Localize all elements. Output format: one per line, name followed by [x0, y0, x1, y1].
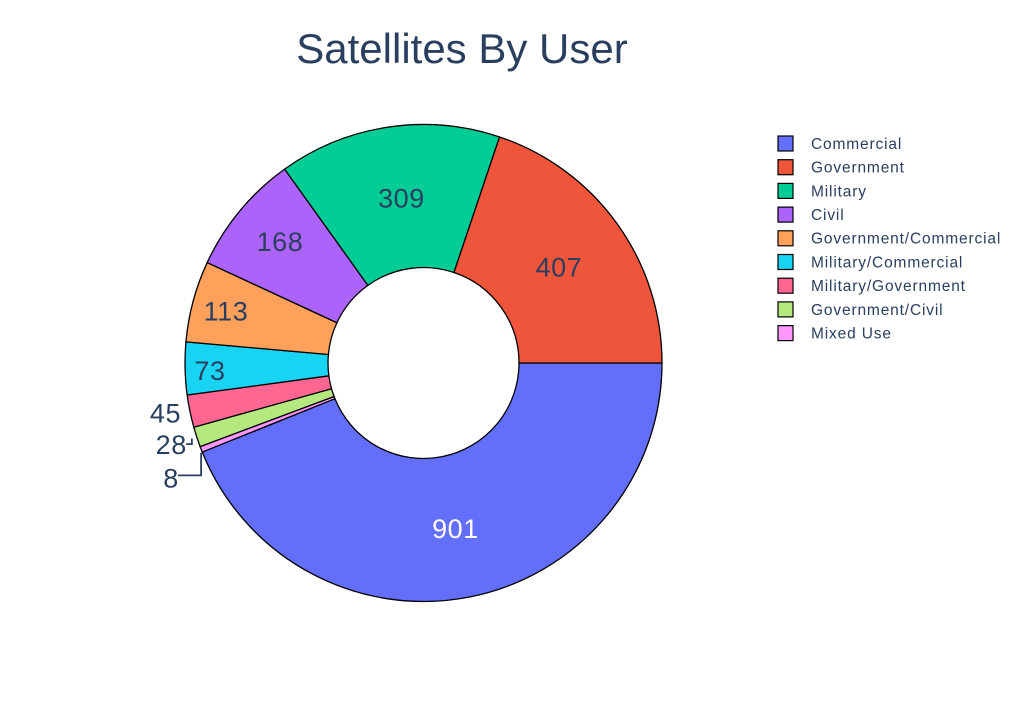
- svg-text:Government/Civil: Government/Civil: [811, 302, 943, 319]
- svg-text:Civil: Civil: [811, 207, 845, 224]
- svg-text:Mixed Use: Mixed Use: [811, 326, 892, 343]
- svg-text:Satellites By User: Satellites By User: [296, 25, 627, 72]
- svg-text:45: 45: [150, 398, 181, 428]
- svg-text:Military/Government: Military/Government: [811, 278, 966, 295]
- svg-text:73: 73: [194, 356, 225, 386]
- svg-text:Military/Commercial: Military/Commercial: [811, 254, 963, 271]
- svg-text:901: 901: [432, 514, 479, 544]
- svg-text:168: 168: [257, 227, 304, 257]
- svg-text:309: 309: [378, 184, 425, 214]
- svg-text:113: 113: [204, 297, 249, 327]
- svg-text:28: 28: [156, 430, 187, 460]
- svg-text:8: 8: [163, 464, 179, 494]
- svg-text:Commercial: Commercial: [811, 136, 902, 153]
- svg-text:407: 407: [536, 253, 583, 283]
- svg-text:Military: Military: [811, 183, 867, 200]
- svg-text:Government: Government: [811, 160, 905, 177]
- svg-text:Government/Commercial: Government/Commercial: [811, 231, 1001, 248]
